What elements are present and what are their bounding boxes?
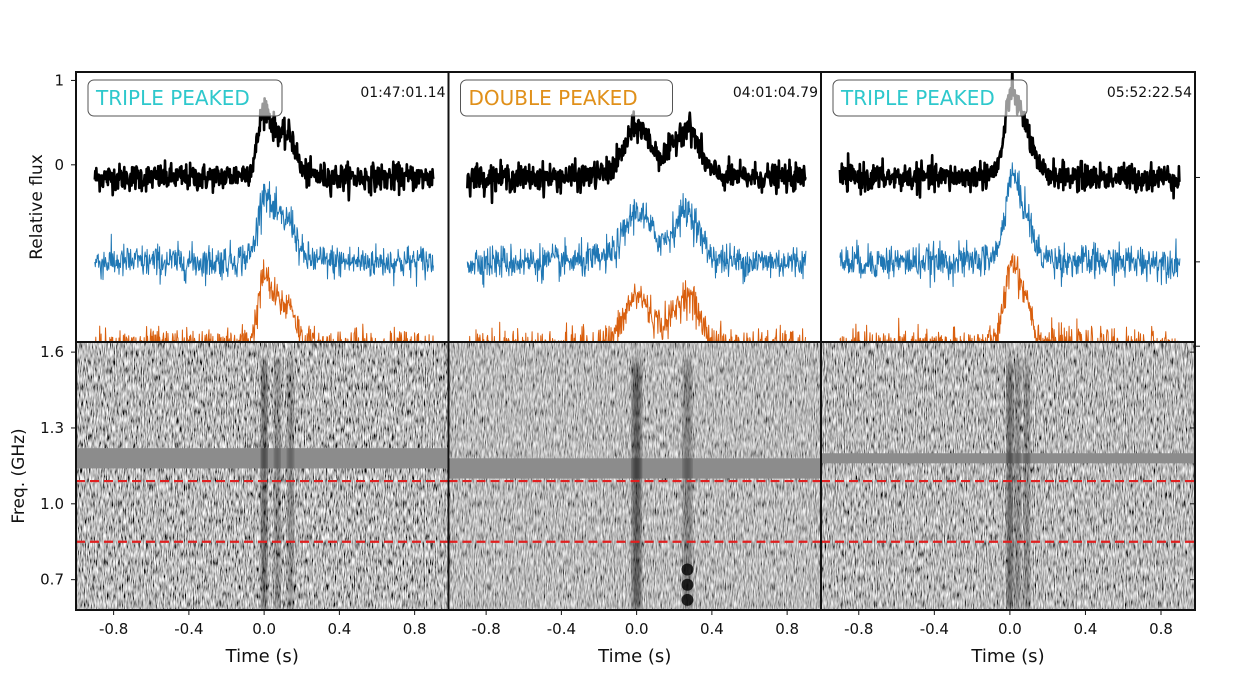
burst-streak [682, 362, 692, 610]
x-tick-label: 0.8 [1149, 620, 1173, 638]
x-axis-label: Time (s) [225, 646, 299, 667]
series-line-lower-sub-band [839, 253, 1181, 342]
series-line-lower-sub-band [468, 280, 806, 342]
label-box [832, 79, 1028, 117]
x-tick-label: -0.8 [99, 620, 128, 638]
x-tick-label: 0.4 [327, 620, 351, 638]
burst-type-label: DOUBLE PEAKED [460, 79, 673, 117]
y-tick-label: 0.7 [40, 571, 64, 589]
x-tick-label: 0.0 [625, 620, 649, 638]
timestamp: 04:01:04.79 [733, 85, 818, 101]
dynamic-spectrum [448, 342, 821, 610]
timestamp: 01:47:01.14 [360, 85, 445, 101]
lightcurve-axes: TRIPLE PEAKED 01:47:01.14 [76, 72, 449, 342]
y-tick-label: 1.0 [40, 495, 64, 513]
burst-type-label: TRIPLE PEAKED [87, 79, 283, 117]
y-tick-label: 1.6 [40, 343, 64, 361]
dynamic-spectrum [76, 342, 449, 610]
x-axis-label: Time (s) [597, 646, 671, 667]
burst-streak [1014, 362, 1021, 610]
x-tick-label: -0.4 [174, 620, 203, 638]
x-tick-label: 0.0 [252, 620, 276, 638]
x-tick-label: 0.4 [1074, 620, 1098, 638]
series-line-full-band [466, 110, 807, 205]
label-text: TRIPLE PEAKED [95, 86, 250, 110]
series-line-upper-sub-band [94, 181, 434, 287]
axes-frames [75, 71, 1196, 611]
x-tick-label: -0.4 [547, 620, 576, 638]
lightcurve-axes: TRIPLE PEAKED 05:52:22.54 [821, 72, 1195, 342]
burst-knot [681, 563, 694, 576]
x-axis-label: Time (s) [970, 646, 1044, 667]
label-text: DOUBLE PEAKED [469, 86, 638, 110]
y-tick-label: 1 [54, 71, 64, 89]
burst-streak [1006, 362, 1013, 610]
x-tick-label: 0.8 [403, 620, 427, 638]
burst-streak [287, 362, 294, 610]
series-line-full-band [93, 97, 435, 202]
burst-knot [681, 578, 694, 591]
label-box [460, 79, 673, 117]
dynamic-spectrum [821, 342, 1195, 610]
timestamp: 05:52:22.54 [1107, 85, 1192, 101]
label-text: TRIPLE PEAKED [840, 86, 995, 110]
panel-1: TRIPLE PEAKED 01:47:01.14 [76, 72, 449, 610]
y-tick-label: 1.3 [40, 419, 64, 437]
y-tick-label: 0 [54, 156, 64, 174]
label-box [87, 79, 283, 117]
series-line-upper-sub-band [839, 162, 1181, 288]
panel-3: TRIPLE PEAKED 05:52:22.54 [821, 72, 1195, 610]
x-tick-label: 0.8 [775, 620, 799, 638]
y-axis-label-flux: Relative flux [27, 154, 47, 260]
x-tick-label: -0.8 [844, 620, 873, 638]
burst-streak [632, 362, 642, 610]
x-tick-label: 0.4 [700, 620, 724, 638]
burst-streak [274, 362, 281, 610]
x-tick-label: -0.8 [471, 620, 500, 638]
panel-2: DOUBLE PEAKED 04:01:04.79 [448, 72, 821, 610]
lightcurve-axes: DOUBLE PEAKED 04:01:04.79 [448, 72, 821, 342]
series-line-upper-sub-band [466, 193, 807, 288]
burst-streak [1023, 362, 1030, 610]
y-axis-label-freq: Freq. (GHz) [9, 428, 29, 523]
x-tick-label: 0.0 [998, 620, 1022, 638]
series-line-lower-sub-band [95, 259, 434, 342]
x-tick-label: -0.4 [920, 620, 949, 638]
lightcurve-background [821, 72, 1195, 342]
burst-streak [261, 362, 268, 610]
burst-type-label: TRIPLE PEAKED [832, 79, 1028, 117]
burst-knot [681, 593, 694, 606]
